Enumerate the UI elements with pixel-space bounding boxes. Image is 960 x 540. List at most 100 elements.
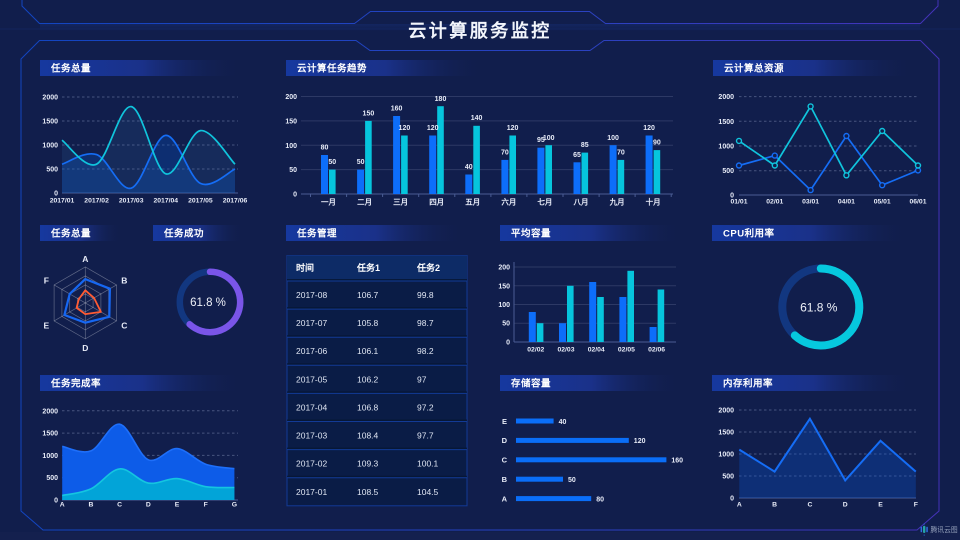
svg-text:120: 120: [507, 125, 519, 132]
svg-text:01/01: 01/01: [730, 199, 747, 206]
svg-text:03/01: 03/01: [802, 199, 819, 206]
svg-text:2017-08: 2017-08: [296, 290, 327, 300]
svg-text:97.7: 97.7: [417, 431, 434, 441]
svg-text:06/01: 06/01: [909, 199, 926, 206]
svg-text:任务总量: 任务总量: [50, 228, 91, 240]
svg-text:八月: 八月: [573, 198, 589, 207]
svg-text:98.2: 98.2: [417, 346, 434, 356]
svg-text:六月: 六月: [501, 197, 516, 207]
svg-text:2017-04: 2017-04: [296, 402, 327, 412]
svg-text:2017/05: 2017/05: [188, 197, 213, 204]
svg-text:500: 500: [46, 167, 58, 174]
svg-text:2017-01: 2017-01: [296, 487, 327, 497]
svg-text:106.1: 106.1: [357, 346, 379, 356]
svg-text:B: B: [88, 502, 93, 509]
svg-text:2017-03: 2017-03: [296, 431, 327, 441]
svg-text:G: G: [232, 502, 237, 509]
svg-text:1500: 1500: [42, 431, 58, 438]
svg-text:160: 160: [391, 106, 403, 113]
svg-text:100.1: 100.1: [417, 459, 439, 469]
svg-text:A: A: [737, 502, 742, 509]
svg-text:140: 140: [471, 115, 483, 122]
svg-text:C: C: [117, 502, 122, 509]
svg-text:1500: 1500: [718, 430, 734, 437]
svg-text:E: E: [175, 502, 180, 509]
svg-text:150: 150: [363, 110, 375, 117]
svg-text:180: 180: [435, 96, 447, 103]
svg-text:104.5: 104.5: [417, 487, 439, 497]
svg-text:1000: 1000: [718, 452, 734, 459]
svg-text:108.4: 108.4: [357, 431, 379, 441]
svg-text:A: A: [502, 494, 508, 503]
svg-text:七月: 七月: [537, 197, 552, 207]
svg-text:任务2: 任务2: [416, 262, 440, 273]
svg-text:0: 0: [506, 340, 510, 347]
svg-text:105.8: 105.8: [357, 318, 379, 328]
svg-text:1000: 1000: [42, 143, 58, 150]
svg-text:50: 50: [289, 167, 297, 174]
svg-text:61.8 %: 61.8 %: [800, 301, 838, 315]
svg-text:05/01: 05/01: [874, 199, 891, 206]
svg-text:500: 500: [722, 474, 734, 481]
svg-text:1500: 1500: [718, 119, 734, 126]
svg-text:85: 85: [581, 142, 589, 149]
svg-text:120: 120: [427, 125, 439, 132]
svg-text:C: C: [502, 456, 508, 465]
svg-text:0: 0: [730, 193, 734, 200]
svg-text:1000: 1000: [718, 144, 734, 151]
svg-text:一月: 一月: [321, 198, 336, 207]
svg-text:70: 70: [501, 149, 509, 156]
svg-text:150: 150: [498, 283, 510, 290]
svg-text:0: 0: [293, 192, 297, 199]
svg-text:2017/01: 2017/01: [50, 197, 75, 204]
svg-text:500: 500: [722, 168, 734, 175]
svg-text:02/03: 02/03: [557, 347, 574, 354]
svg-text:任务总量: 任务总量: [50, 63, 91, 75]
svg-text:97: 97: [417, 374, 427, 384]
svg-text:50: 50: [502, 321, 510, 328]
svg-text:106.7: 106.7: [357, 290, 379, 300]
svg-text:1000: 1000: [42, 453, 58, 460]
svg-text:02/02: 02/02: [527, 347, 544, 354]
svg-text:108.5: 108.5: [357, 487, 379, 497]
svg-text:时间: 时间: [296, 262, 314, 273]
svg-text:B: B: [772, 502, 777, 509]
svg-text:内存利用率: 内存利用率: [723, 378, 773, 390]
svg-text:1500: 1500: [42, 119, 58, 126]
svg-text:80: 80: [321, 145, 329, 152]
svg-text:2000: 2000: [718, 94, 734, 101]
svg-text:四月: 四月: [429, 198, 444, 207]
svg-text:98.7: 98.7: [417, 318, 434, 328]
svg-text:任务1: 任务1: [356, 262, 380, 273]
svg-text:三月: 三月: [393, 198, 408, 207]
svg-text:100: 100: [285, 143, 297, 150]
svg-text:02/06: 02/06: [648, 347, 665, 354]
svg-text:200: 200: [285, 94, 297, 101]
svg-text:02/01: 02/01: [766, 199, 783, 206]
svg-text:F: F: [204, 502, 208, 509]
svg-text:F: F: [44, 275, 49, 285]
svg-text:E: E: [878, 502, 883, 509]
svg-text:61.8 %: 61.8 %: [190, 297, 226, 309]
svg-text:150: 150: [285, 118, 297, 125]
svg-text:云计算服务监控: 云计算服务监控: [408, 20, 552, 41]
svg-text:2000: 2000: [718, 408, 734, 415]
svg-text:65: 65: [573, 152, 581, 159]
svg-text:95: 95: [537, 137, 545, 144]
svg-text:0: 0: [54, 498, 58, 505]
svg-text:D: D: [82, 343, 88, 353]
svg-text:十月: 十月: [646, 197, 661, 207]
svg-text:D: D: [843, 502, 848, 509]
svg-text:97.2: 97.2: [417, 402, 434, 412]
svg-text:120: 120: [643, 125, 655, 132]
svg-text:2000: 2000: [42, 408, 58, 415]
svg-text:50: 50: [328, 159, 336, 166]
svg-text:50: 50: [568, 477, 576, 484]
svg-text:任务管理: 任务管理: [296, 228, 337, 240]
svg-text:90: 90: [653, 140, 661, 147]
svg-text:80: 80: [596, 496, 604, 503]
svg-text:106.2: 106.2: [357, 374, 379, 384]
svg-text:2000: 2000: [42, 95, 58, 102]
svg-text:2017/03: 2017/03: [119, 197, 144, 204]
svg-text:2017-07: 2017-07: [296, 318, 327, 328]
